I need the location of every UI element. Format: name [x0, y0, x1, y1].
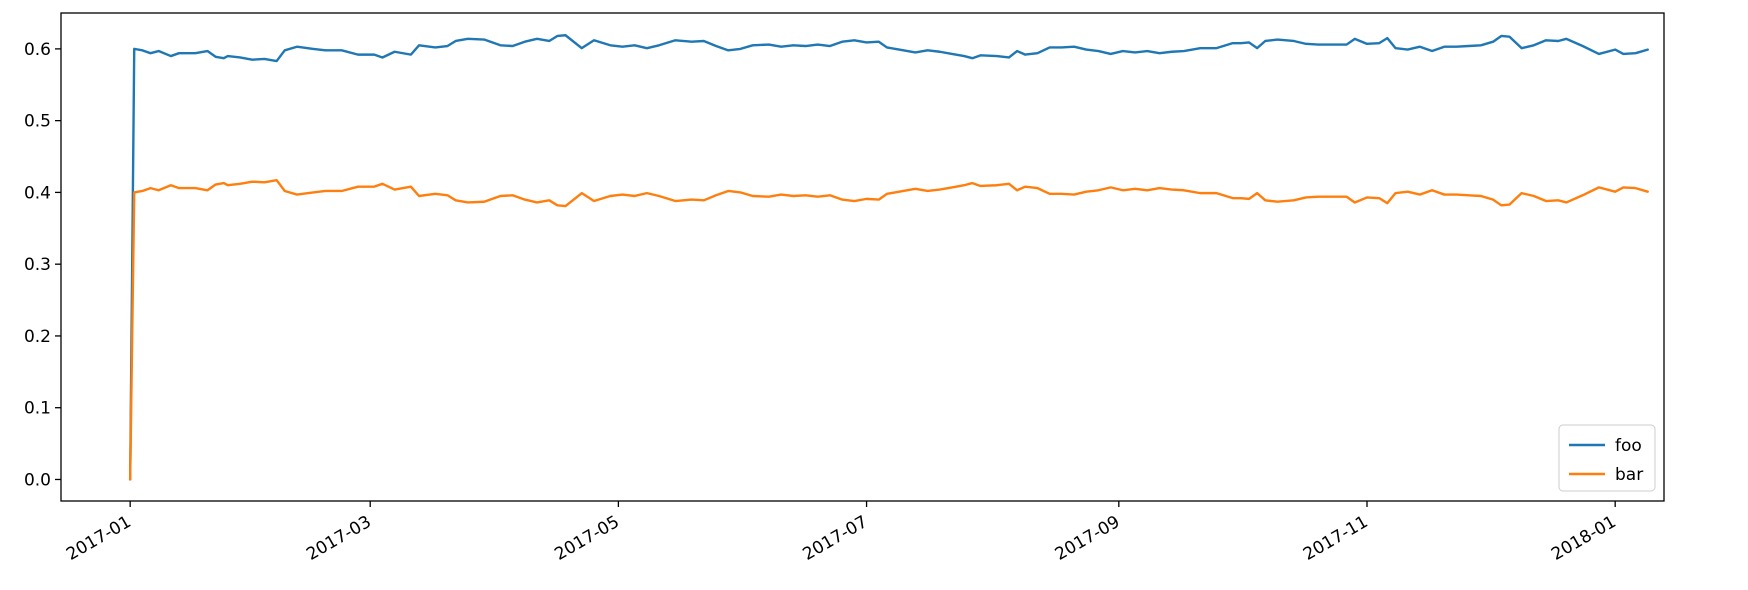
plot-area [128, 34, 1649, 481]
y-tick-label: 0.0 [24, 470, 51, 490]
y-tick-label: 0.3 [24, 255, 51, 275]
y-tick-label: 0.2 [24, 327, 51, 347]
y-tick-label: 0.4 [24, 183, 51, 203]
y-axis: 0.0 0.1 0.2 0.3 0.4 0.5 0.6 [24, 40, 61, 490]
legend-label-bar: bar [1615, 465, 1643, 485]
series-line-foo [128, 34, 1649, 481]
series-line-bar [128, 179, 1649, 481]
y-tick-label: 0.6 [24, 40, 51, 60]
y-tick-label: 0.1 [24, 399, 51, 419]
y-tick-label: 0.5 [24, 112, 51, 132]
legend: foo bar [1558, 424, 1656, 492]
legend-label-foo: foo [1615, 436, 1642, 456]
axes-frame [60, 12, 1665, 502]
